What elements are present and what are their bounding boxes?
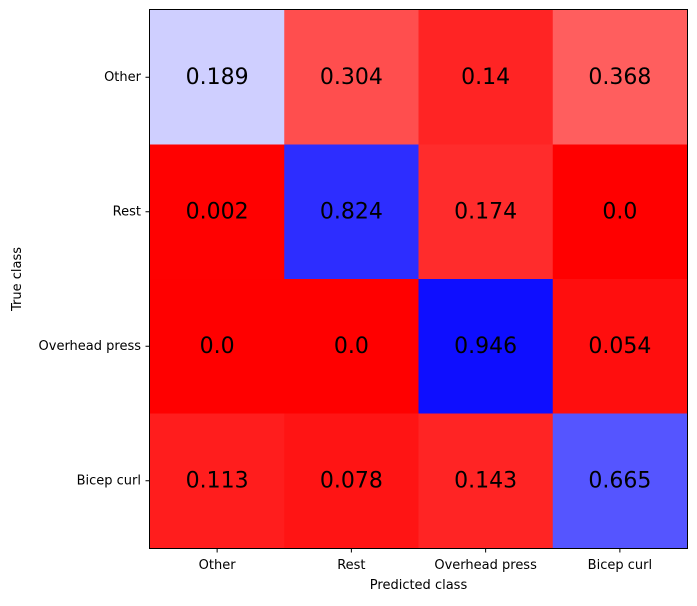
cell-value-label-r1-c0: 0.002: [186, 199, 249, 224]
heatmap-cell-r2-c1: [284, 279, 420, 415]
heatmap-cell-r2-c0: [150, 279, 285, 415]
cell-value-labels: 0.189 0.304 0.14 0.368 0.002 0.824 0.174 0.0 0.0…: [186, 65, 652, 494]
cell-value-label-r0-c2: 0.14: [461, 65, 510, 90]
heatmap-cell-r1-c2: [418, 144, 554, 280]
heatmap-cell-r0-c1: [284, 10, 420, 146]
heatmap-cell-r3-c3: [552, 413, 688, 549]
cell-value-label-r1-c3: 0.0: [602, 199, 637, 224]
cell-value-label-r0-c0: 0.189: [186, 65, 249, 90]
cell-value-label-r3-c3: 0.665: [588, 468, 651, 493]
cell-value-label-r3-c1: 0.078: [320, 468, 383, 493]
cell-value-label-r2-c2: 0.946: [454, 334, 517, 359]
heatmap-cell-r0-c0: [150, 10, 285, 146]
heatmap-cell-r1-c0: [150, 144, 285, 280]
cell-value-label-r3-c0: 0.113: [186, 468, 249, 493]
cell-value-label-r2-c3: 0.054: [588, 334, 651, 359]
y-tick-label: Bicep curl: [77, 473, 141, 488]
x-axis-label: Predicted class: [370, 578, 468, 593]
y-tick-label: Rest: [113, 204, 141, 219]
x-tick-label: Bicep curl: [588, 558, 652, 573]
y-tick-label: Other: [104, 70, 142, 85]
cell-value-label-r0-c1: 0.304: [320, 65, 383, 90]
y-axis-label: True class: [10, 247, 25, 312]
heatmap-cell-r1-c3: [552, 144, 688, 280]
heatmap-cell-r3-c1: [284, 413, 420, 549]
heatmap-cell-r0-c3: [552, 10, 688, 146]
y-tick-label: Overhead press: [39, 339, 142, 354]
x-tick-label: Other: [199, 558, 237, 573]
heatmap-cell-r1-c1: [284, 144, 420, 280]
heatmap-cell-r2-c3: [552, 279, 688, 415]
y-axis-ticks: Other Rest Overhead press Bicep curl: [39, 70, 150, 488]
x-axis-ticks: Other Rest Overhead press Bicep curl: [199, 548, 652, 573]
x-tick-label: Overhead press: [434, 558, 537, 573]
cell-value-label-r3-c2: 0.143: [454, 468, 517, 493]
x-tick-label: Rest: [337, 558, 365, 573]
heatmap-cell-r0-c2: [418, 10, 554, 146]
cell-value-label-r0-c3: 0.368: [588, 65, 651, 90]
cell-value-label-r1-c2: 0.174: [454, 199, 517, 224]
heatmap-cell-r3-c2: [418, 413, 554, 549]
cell-value-label-r2-c1: 0.0: [334, 334, 369, 359]
cell-value-label-r2-c0: 0.0: [200, 334, 235, 359]
heatmap-cell-r3-c0: [150, 413, 285, 549]
heatmap-cells: [150, 10, 688, 549]
cell-value-label-r1-c1: 0.824: [320, 199, 383, 224]
heatmap-cell-r2-c2: [418, 279, 554, 415]
plot-frame: [149, 9, 688, 549]
